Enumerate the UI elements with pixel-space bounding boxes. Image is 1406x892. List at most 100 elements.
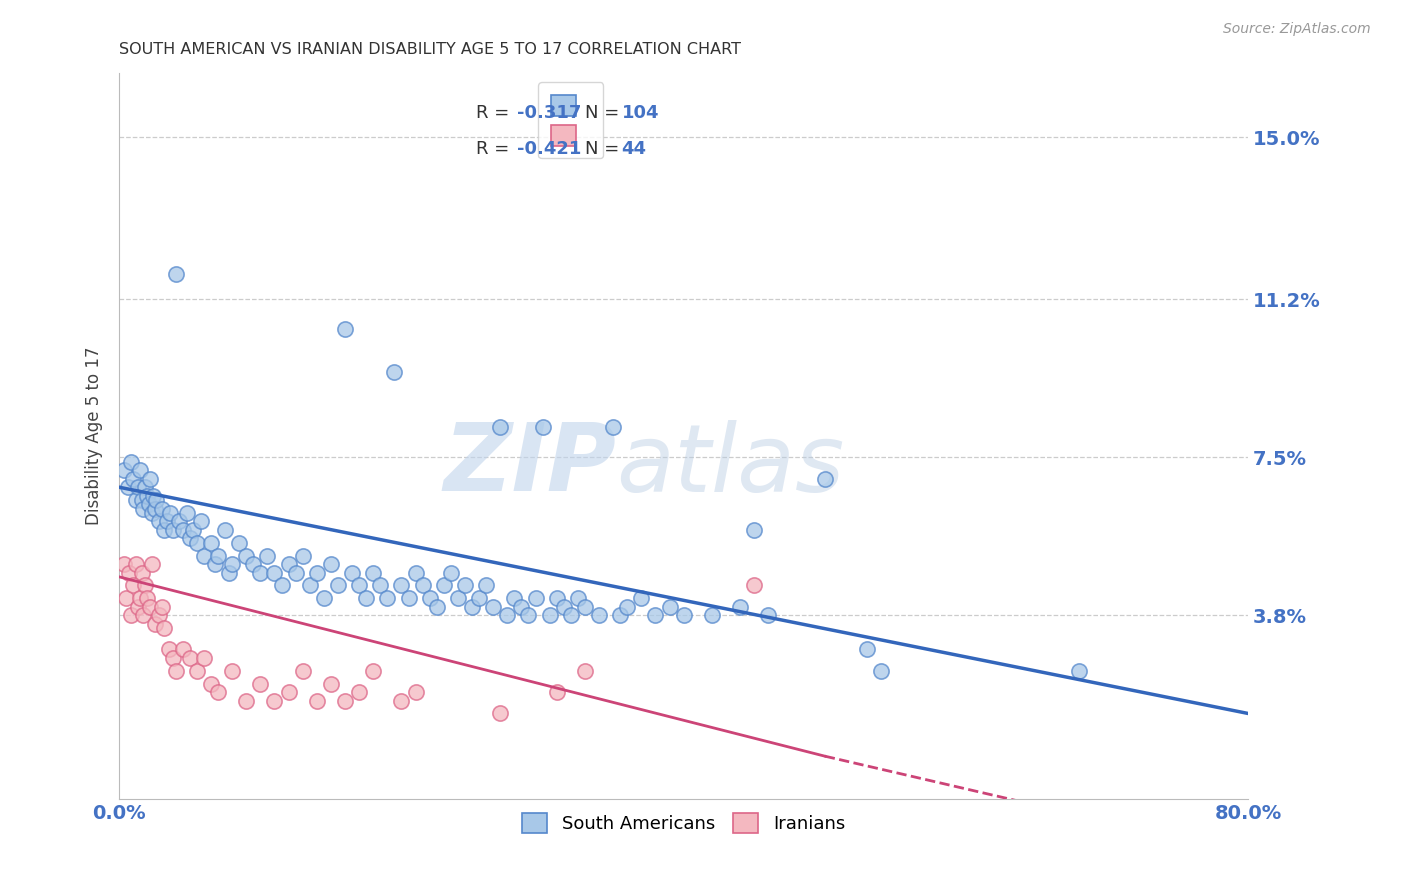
Point bbox=[249, 676, 271, 690]
Point bbox=[574, 664, 596, 678]
Point bbox=[200, 535, 222, 549]
Point bbox=[145, 493, 167, 508]
Point bbox=[447, 591, 470, 606]
Text: 44: 44 bbox=[621, 140, 647, 159]
Point bbox=[291, 549, 314, 563]
Point bbox=[218, 566, 240, 580]
Point bbox=[496, 608, 519, 623]
Point bbox=[181, 523, 204, 537]
Point bbox=[461, 599, 484, 614]
Text: 104: 104 bbox=[621, 104, 659, 122]
Point bbox=[312, 591, 335, 606]
Point bbox=[207, 685, 229, 699]
Point bbox=[672, 608, 695, 623]
Point bbox=[361, 664, 384, 678]
Point bbox=[214, 523, 236, 537]
Point bbox=[235, 549, 257, 563]
Point bbox=[391, 693, 413, 707]
Point bbox=[742, 523, 765, 537]
Text: -0.317: -0.317 bbox=[516, 104, 581, 122]
Point bbox=[132, 608, 155, 623]
Point bbox=[263, 566, 285, 580]
Point bbox=[162, 651, 184, 665]
Point bbox=[440, 566, 463, 580]
Y-axis label: Disability Age 5 to 17: Disability Age 5 to 17 bbox=[86, 347, 103, 525]
Point bbox=[270, 578, 292, 592]
Point bbox=[235, 693, 257, 707]
Text: atlas: atlas bbox=[616, 419, 844, 510]
Point bbox=[179, 651, 201, 665]
Point bbox=[333, 322, 356, 336]
Point bbox=[609, 608, 631, 623]
Text: SOUTH AMERICAN VS IRANIAN DISABILITY AGE 5 TO 17 CORRELATION CHART: SOUTH AMERICAN VS IRANIAN DISABILITY AGE… bbox=[120, 42, 741, 57]
Point bbox=[153, 621, 176, 635]
Point bbox=[567, 591, 589, 606]
Text: N =: N = bbox=[585, 104, 620, 122]
Text: -0.421: -0.421 bbox=[516, 140, 581, 159]
Point bbox=[347, 685, 370, 699]
Point bbox=[221, 664, 243, 678]
Point bbox=[503, 591, 526, 606]
Point bbox=[377, 591, 399, 606]
Point bbox=[574, 599, 596, 614]
Text: R =: R = bbox=[477, 104, 509, 122]
Point bbox=[165, 267, 187, 281]
Point bbox=[249, 566, 271, 580]
Point bbox=[658, 599, 681, 614]
Point bbox=[159, 506, 181, 520]
Point bbox=[319, 557, 342, 571]
Point bbox=[186, 535, 208, 549]
Point bbox=[482, 599, 505, 614]
Point bbox=[156, 515, 179, 529]
Point bbox=[333, 693, 356, 707]
Point bbox=[120, 608, 142, 623]
Text: R =: R = bbox=[477, 140, 509, 159]
Point bbox=[517, 608, 540, 623]
Point bbox=[131, 493, 153, 508]
Point bbox=[489, 420, 512, 434]
Point bbox=[405, 685, 427, 699]
Point bbox=[326, 578, 349, 592]
Point bbox=[139, 599, 162, 614]
Point bbox=[298, 578, 321, 592]
Point bbox=[728, 599, 751, 614]
Point bbox=[193, 549, 215, 563]
Point bbox=[291, 664, 314, 678]
Point bbox=[489, 706, 512, 721]
Point bbox=[193, 651, 215, 665]
Point bbox=[454, 578, 477, 592]
Point bbox=[531, 420, 554, 434]
Point bbox=[207, 549, 229, 563]
Point bbox=[756, 608, 779, 623]
Point bbox=[139, 472, 162, 486]
Point bbox=[179, 532, 201, 546]
Point bbox=[228, 535, 250, 549]
Point bbox=[131, 566, 153, 580]
Point bbox=[132, 501, 155, 516]
Point bbox=[172, 523, 194, 537]
Point bbox=[263, 693, 285, 707]
Text: ZIP: ZIP bbox=[443, 419, 616, 511]
Point bbox=[553, 599, 575, 614]
Point bbox=[176, 506, 198, 520]
Text: Source: ZipAtlas.com: Source: ZipAtlas.com bbox=[1223, 22, 1371, 37]
Point bbox=[277, 557, 299, 571]
Point bbox=[391, 578, 413, 592]
Point bbox=[148, 515, 170, 529]
Point bbox=[150, 599, 173, 614]
Point bbox=[398, 591, 420, 606]
Point bbox=[412, 578, 434, 592]
Point bbox=[162, 523, 184, 537]
Point bbox=[305, 566, 328, 580]
Point bbox=[1067, 664, 1090, 678]
Point bbox=[167, 515, 190, 529]
Point bbox=[475, 578, 498, 592]
Point bbox=[354, 591, 377, 606]
Legend: South Americans, Iranians: South Americans, Iranians bbox=[512, 802, 856, 844]
Point bbox=[319, 676, 342, 690]
Point bbox=[117, 480, 139, 494]
Point bbox=[143, 616, 166, 631]
Point bbox=[616, 599, 638, 614]
Point bbox=[120, 455, 142, 469]
Point bbox=[856, 642, 879, 657]
